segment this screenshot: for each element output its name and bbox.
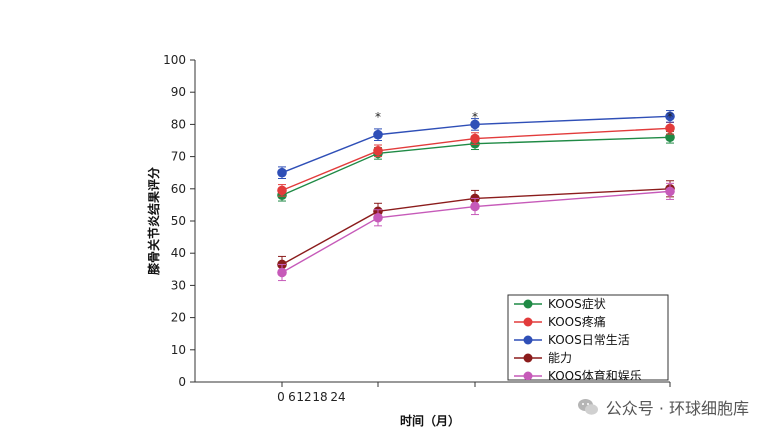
legend-marker	[523, 371, 533, 380]
y-tick-label: 70	[171, 150, 186, 164]
data-point	[665, 123, 675, 134]
data-point	[277, 267, 287, 278]
watermark-text: 公众号 · 环球细胞库	[605, 399, 749, 418]
data-point	[373, 146, 383, 156]
y-tick-label: 40	[171, 246, 186, 260]
series-line	[281, 115, 671, 174]
significance-marker: *	[667, 110, 673, 124]
series-line	[281, 136, 671, 196]
series-5	[277, 182, 675, 282]
legend-item: KOOS疼痛	[514, 314, 606, 329]
series-2	[277, 121, 675, 197]
legend-marker	[523, 317, 533, 327]
data-point	[277, 167, 287, 178]
legend-marker	[523, 335, 533, 345]
x-tick-label: 0	[277, 390, 285, 404]
y-tick-label: 90	[171, 85, 186, 99]
series-line	[281, 127, 671, 192]
legend-label: KOOS疼痛	[548, 314, 606, 329]
y-tick-label: 100	[163, 53, 186, 67]
x-tick-label: 12	[296, 390, 311, 404]
significance-marker: *	[472, 110, 478, 124]
legend-item: KOOS体育和娱乐	[514, 368, 642, 383]
data-point	[470, 133, 480, 144]
y-tick-label: 20	[171, 311, 186, 325]
legend-item: 能力	[514, 351, 572, 365]
watermark: 公众号 · 环球细胞库	[576, 393, 749, 421]
data-point	[470, 119, 480, 130]
data-point	[665, 111, 675, 122]
series-line	[281, 188, 671, 266]
data-point	[277, 185, 287, 196]
legend-item: KOOS日常生活	[514, 333, 630, 347]
legend-marker	[523, 299, 533, 309]
legend-marker	[523, 353, 533, 363]
y-tick-label: 50	[171, 214, 186, 228]
wechat-icon	[577, 399, 598, 415]
data-point	[373, 129, 383, 140]
series-4	[277, 180, 675, 274]
data-point	[373, 212, 383, 223]
legend-label: 能力	[548, 351, 572, 365]
y-tick-label: 10	[171, 343, 186, 357]
x-axis-title: 时间（月）	[400, 413, 460, 428]
x-tick-label: 18	[312, 390, 327, 404]
data-point	[470, 201, 480, 212]
y-tick-label: 60	[171, 182, 186, 196]
legend-item: KOOS症状	[514, 296, 606, 311]
data-point	[665, 186, 675, 197]
y-tick-label: 30	[171, 278, 186, 292]
y-tick-label: 0	[178, 375, 186, 389]
data-point	[665, 132, 675, 143]
significance-marker: *	[375, 110, 381, 124]
legend-box	[507, 294, 669, 381]
series-3	[277, 110, 675, 179]
x-tick-label: 24	[330, 390, 345, 404]
legend-label: KOOS症状	[548, 296, 606, 311]
y-tick-label: 80	[171, 117, 186, 131]
y-axis-title: 膝骨关节炎结果评分	[146, 167, 161, 275]
series-line	[281, 190, 671, 274]
x-tick-label: 6	[288, 390, 296, 404]
legend-label: KOOS体育和娱乐	[548, 368, 642, 383]
legend-label: KOOS日常生活	[548, 333, 630, 347]
